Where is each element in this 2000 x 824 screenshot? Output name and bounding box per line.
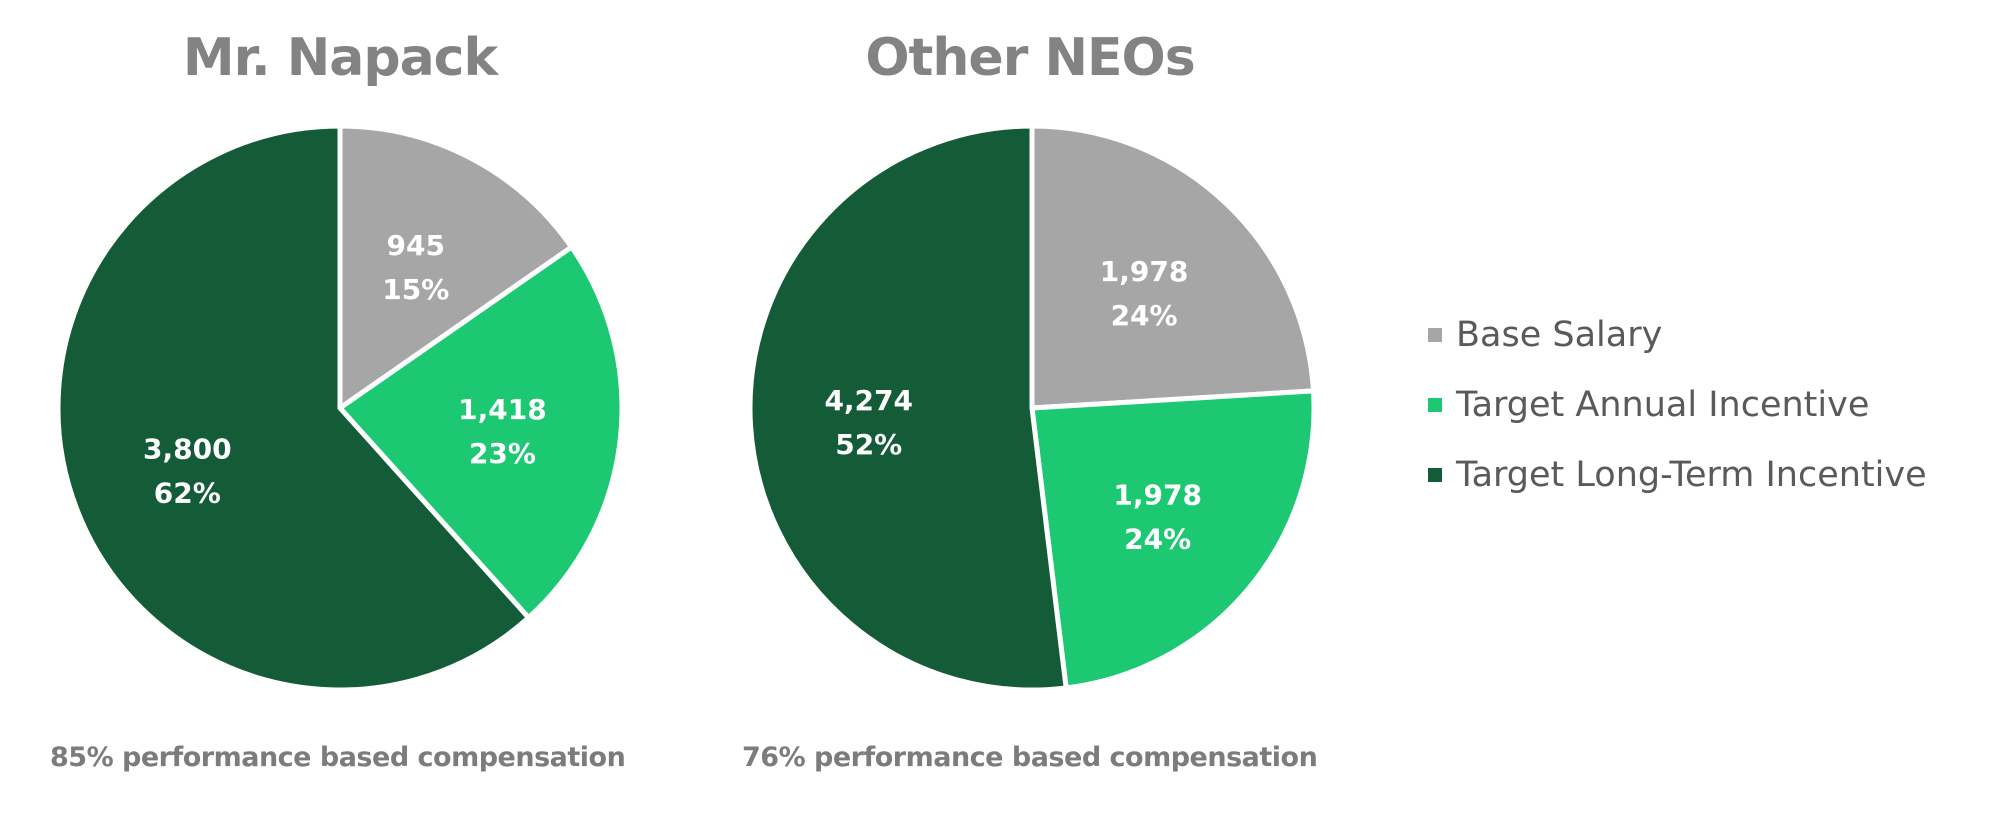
swatch-icon (1428, 328, 1442, 342)
slice-value-label: 4,274 (824, 384, 913, 417)
pie-chart-other-neos: 1,978 24% 1,978 24% 4,274 52% (747, 123, 1317, 693)
legend-item-target-annual-incentive: Target Annual Incentive (1428, 370, 1927, 440)
legend-item-target-long-term-incentive: Target Long-Term Incentive (1428, 440, 1927, 510)
slice-percent-label: 52% (835, 428, 902, 461)
slice-value-label: 1,978 (1100, 255, 1189, 288)
legend: Base Salary Target Annual Incentive Targ… (1428, 300, 1927, 510)
slice-value-label: 1,418 (458, 393, 547, 426)
legend-label: Target Long-Term Incentive (1456, 455, 1927, 495)
slice-value-label: 3,800 (143, 433, 232, 466)
chart-title-other-neos: Other NEOs (865, 28, 1195, 88)
pie-slice (55, 123, 533, 693)
slice-percent-label: 15% (382, 273, 449, 306)
slice-value-label: 945 (387, 229, 445, 262)
pie-slice (747, 123, 1069, 693)
legend-label: Target Annual Incentive (1456, 385, 1870, 425)
footnote-other-neos: 76% performance based compensation (742, 742, 1318, 773)
pie-slice (337, 123, 576, 413)
pie-chart-napack: 945 15% 1,418 23% 3,800 62% (55, 123, 625, 693)
slice-percent-label: 23% (469, 437, 536, 470)
footnote-napack: 85% performance based compensation (50, 742, 626, 773)
chart-title-napack: Mr. Napack (182, 28, 498, 88)
slice-percent-label: 62% (154, 477, 221, 510)
slice-percent-label: 24% (1124, 523, 1191, 556)
slice-percent-label: 24% (1111, 299, 1178, 332)
swatch-icon (1428, 468, 1442, 482)
pie-slice (1029, 123, 1317, 411)
legend-item-base-salary: Base Salary (1428, 300, 1927, 370)
swatch-icon (1428, 398, 1442, 412)
pie-slice (1029, 388, 1317, 691)
slice-value-label: 1,978 (1113, 479, 1202, 512)
legend-label: Base Salary (1456, 315, 1663, 355)
pie-slice (336, 243, 625, 622)
